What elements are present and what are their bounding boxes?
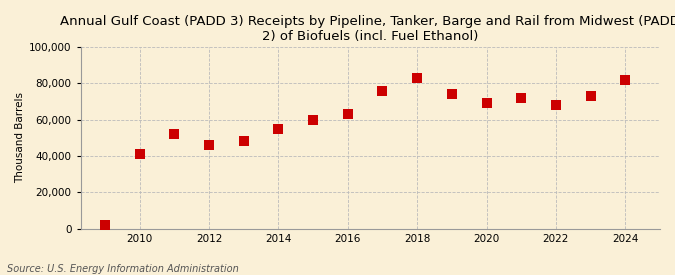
Point [377, 88, 388, 93]
Text: Source: U.S. Energy Information Administration: Source: U.S. Energy Information Administ… [7, 264, 238, 274]
Point [100, 223, 111, 227]
Point [516, 96, 526, 100]
Point [273, 126, 284, 131]
Point [585, 94, 596, 98]
Y-axis label: Thousand Barrels: Thousand Barrels [15, 92, 25, 183]
Point [342, 112, 353, 116]
Point [169, 132, 180, 136]
Point [446, 92, 457, 96]
Point [551, 103, 562, 107]
Point [412, 76, 423, 80]
Point [134, 152, 145, 156]
Point [204, 143, 215, 147]
Point [308, 117, 319, 122]
Point [238, 139, 249, 144]
Title: Annual Gulf Coast (PADD 3) Receipts by Pipeline, Tanker, Barge and Rail from Mid: Annual Gulf Coast (PADD 3) Receipts by P… [60, 15, 675, 43]
Point [620, 78, 630, 82]
Point [481, 101, 492, 106]
